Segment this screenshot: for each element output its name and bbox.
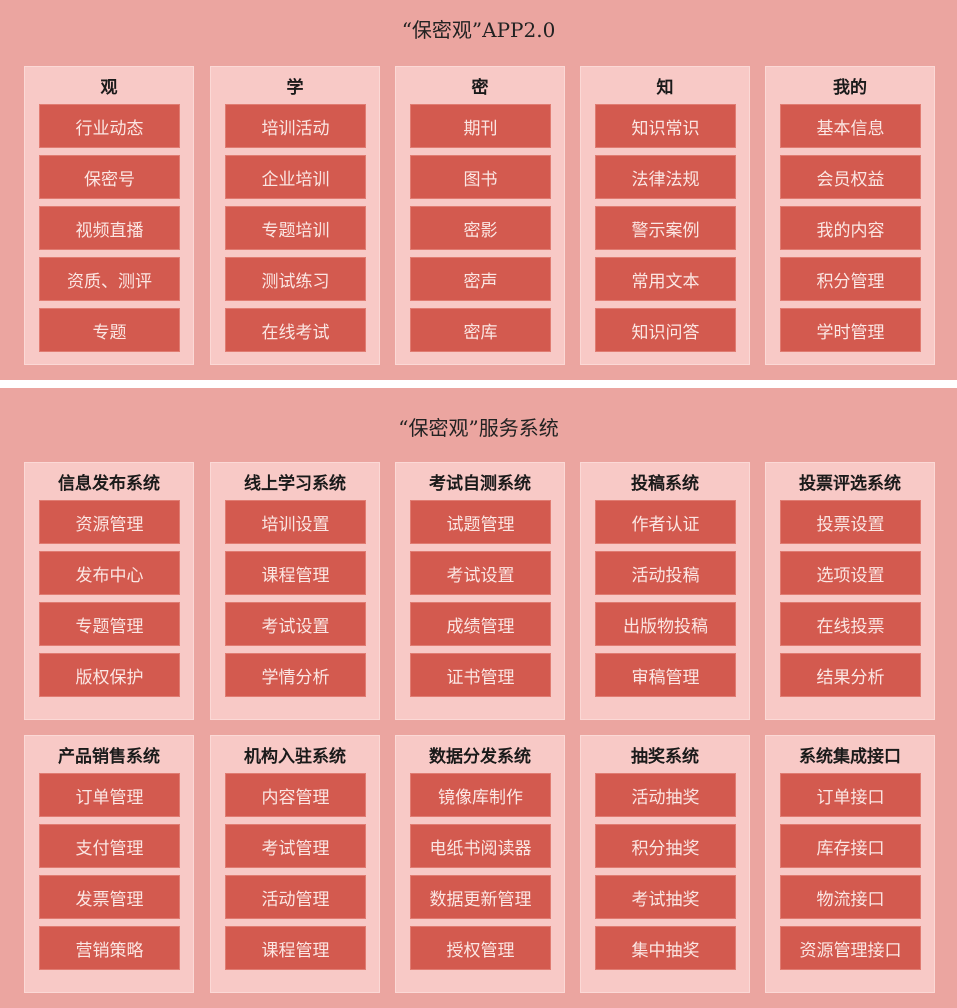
module-button[interactable]: 订单管理 xyxy=(40,774,179,816)
module-button[interactable]: 行业动态 xyxy=(40,105,179,147)
module-button[interactable]: 发布中心 xyxy=(40,552,179,594)
module-button[interactable]: 结果分析 xyxy=(781,654,920,696)
service-system-panel: 产品销售系统订单管理支付管理发票管理营销策略 xyxy=(24,735,194,993)
module-button[interactable]: 我的内容 xyxy=(781,207,920,249)
module-button[interactable]: 积分抽奖 xyxy=(596,825,735,867)
module-button[interactable]: 库存接口 xyxy=(781,825,920,867)
panel-title: 观 xyxy=(100,78,118,98)
module-button[interactable]: 法律法规 xyxy=(596,156,735,198)
module-button[interactable]: 在线投票 xyxy=(781,603,920,645)
panel-title: 机构入驻系统 xyxy=(244,747,346,767)
module-button[interactable]: 测试练习 xyxy=(226,258,365,300)
module-button[interactable]: 专题培训 xyxy=(226,207,365,249)
app-column-panel: 我的基本信息会员权益我的内容积分管理学时管理 xyxy=(765,66,935,365)
module-button[interactable]: 保密号 xyxy=(40,156,179,198)
module-button[interactable]: 基本信息 xyxy=(781,105,920,147)
module-button[interactable]: 版权保护 xyxy=(40,654,179,696)
module-button[interactable]: 授权管理 xyxy=(411,927,550,969)
panel-title: 线上学习系统 xyxy=(244,474,346,494)
module-button[interactable]: 订单接口 xyxy=(781,774,920,816)
module-button[interactable]: 知识常识 xyxy=(596,105,735,147)
module-button[interactable]: 证书管理 xyxy=(411,654,550,696)
service-system-panel: 抽奖系统活动抽奖积分抽奖考试抽奖集中抽奖 xyxy=(580,735,750,993)
module-button[interactable]: 物流接口 xyxy=(781,876,920,918)
app-section-title: “保密观”APP2.0 xyxy=(401,18,556,42)
service-system-panel: 考试自测系统试题管理考试设置成绩管理证书管理 xyxy=(395,462,565,720)
panel-title: 系统集成接口 xyxy=(799,747,901,767)
module-button[interactable]: 资质、测评 xyxy=(40,258,179,300)
module-button[interactable]: 试题管理 xyxy=(411,501,550,543)
panel-title: 密 xyxy=(471,78,489,98)
service-section: “保密观”服务系统 信息发布系统 资源管理 发布中心 专题管理 版权保护 线上学习系统 培训… xyxy=(0,388,957,1008)
module-button[interactable]: 活动投稿 xyxy=(596,552,735,594)
service-system-panel: 系统集成接口订单接口库存接口物流接口资源管理接口 xyxy=(765,735,935,993)
module-button[interactable]: 在线考试 xyxy=(226,309,365,351)
module-button[interactable]: 作者认证 xyxy=(596,501,735,543)
module-button[interactable]: 密库 xyxy=(411,309,550,351)
panel-title: 抽奖系统 xyxy=(631,747,699,767)
module-button[interactable]: 考试抽奖 xyxy=(596,876,735,918)
module-button[interactable]: 专题 xyxy=(40,309,179,351)
app-column-panel: 知知识常识法律法规警示案例常用文本知识问答 xyxy=(580,66,750,365)
module-button[interactable]: 培训设置 xyxy=(226,501,365,543)
panel-title: 信息发布系统 xyxy=(58,474,160,494)
app-column-panel: 观行业动态保密号视频直播资质、测评专题 xyxy=(24,66,194,365)
panel-title: 投票评选系统 xyxy=(799,474,901,494)
panel-title: 我的 xyxy=(833,78,867,98)
service-system-panel: 数据分发系统镜像库制作电纸书阅读器 数据更新管理 授权管理 xyxy=(395,735,565,993)
service-system-panel: 投票评选系统投票设置选项设置在线投票结果分析 xyxy=(765,462,935,720)
module-button[interactable]: 视频直播 xyxy=(40,207,179,249)
module-button[interactable]: 密声 xyxy=(411,258,550,300)
module-button[interactable]: 出版物投稿 xyxy=(596,603,735,645)
service-system-panel: 信息发布系统资源管理发布中心专题管理版权保护 xyxy=(24,462,194,720)
module-button[interactable]: 常用文本 xyxy=(596,258,735,300)
module-button[interactable]: 电纸书阅读器 xyxy=(411,825,550,867)
module-button[interactable]: 集中抽奖 xyxy=(596,927,735,969)
module-button[interactable]: 知识问答 xyxy=(596,309,735,351)
module-button[interactable]: 资源管理 xyxy=(40,501,179,543)
module-button[interactable]: 课程管理 xyxy=(226,927,365,969)
module-button[interactable]: 成绩管理 xyxy=(411,603,550,645)
app-section: “保密观”APP2.0 观行业动态 保密号 视频直播 资质、测评 专题学培训活动 企业培训… xyxy=(0,0,957,380)
panel-title: 知 xyxy=(656,78,674,98)
module-button[interactable]: 学时管理 xyxy=(781,309,920,351)
module-button[interactable]: 活动抽奖 xyxy=(596,774,735,816)
module-button[interactable]: 培训活动 xyxy=(226,105,365,147)
module-button[interactable]: 课程管理 xyxy=(226,552,365,594)
service-system-panel: 线上学习系统培训设置课程管理考试设置学情分析 xyxy=(210,462,380,720)
module-button[interactable]: 活动管理 xyxy=(226,876,365,918)
panel-title: 学 xyxy=(286,78,304,98)
service-system-panel: 投稿系统作者认证活动投稿出版物投稿审稿管理 xyxy=(580,462,750,720)
module-button[interactable]: 投票设置 xyxy=(781,501,920,543)
module-button[interactable]: 积分管理 xyxy=(781,258,920,300)
panel-title: 考试自测系统 xyxy=(429,474,531,494)
module-button[interactable]: 发票管理 xyxy=(40,876,179,918)
module-button[interactable]: 警示案例 xyxy=(596,207,735,249)
module-button[interactable]: 图书 xyxy=(411,156,550,198)
module-button[interactable]: 密影 xyxy=(411,207,550,249)
module-button[interactable]: 镜像库制作 xyxy=(411,774,550,816)
module-button[interactable]: 考试设置 xyxy=(226,603,365,645)
module-button[interactable]: 考试管理 xyxy=(226,825,365,867)
panel-title: 投稿系统 xyxy=(631,474,699,494)
module-button[interactable]: 专题管理 xyxy=(40,603,179,645)
module-button[interactable]: 支付管理 xyxy=(40,825,179,867)
module-button[interactable]: 内容管理 xyxy=(226,774,365,816)
module-button[interactable]: 考试设置 xyxy=(411,552,550,594)
module-button[interactable]: 学情分析 xyxy=(226,654,365,696)
app-column-panel: 学培训活动企业培训专题培训测试练习在线考试 xyxy=(210,66,380,365)
service-system-panel: 机构入驻系统内容管理考试管理活动管理课程管理 xyxy=(210,735,380,993)
module-button[interactable]: 数据更新管理 xyxy=(411,876,550,918)
module-button[interactable]: 营销策略 xyxy=(40,927,179,969)
module-button[interactable]: 会员权益 xyxy=(781,156,920,198)
module-button[interactable]: 审稿管理 xyxy=(596,654,735,696)
panel-title: 数据分发系统 xyxy=(429,747,531,767)
module-button[interactable]: 期刊 xyxy=(411,105,550,147)
panel-title: 产品销售系统 xyxy=(58,747,160,767)
module-button[interactable]: 选项设置 xyxy=(781,552,920,594)
module-button[interactable]: 企业培训 xyxy=(226,156,365,198)
app-column-panel: 密期刊图书密影密声密库 xyxy=(395,66,565,365)
service-section-title: “保密观”服务系统 xyxy=(398,416,559,440)
module-button[interactable]: 资源管理接口 xyxy=(781,927,920,969)
